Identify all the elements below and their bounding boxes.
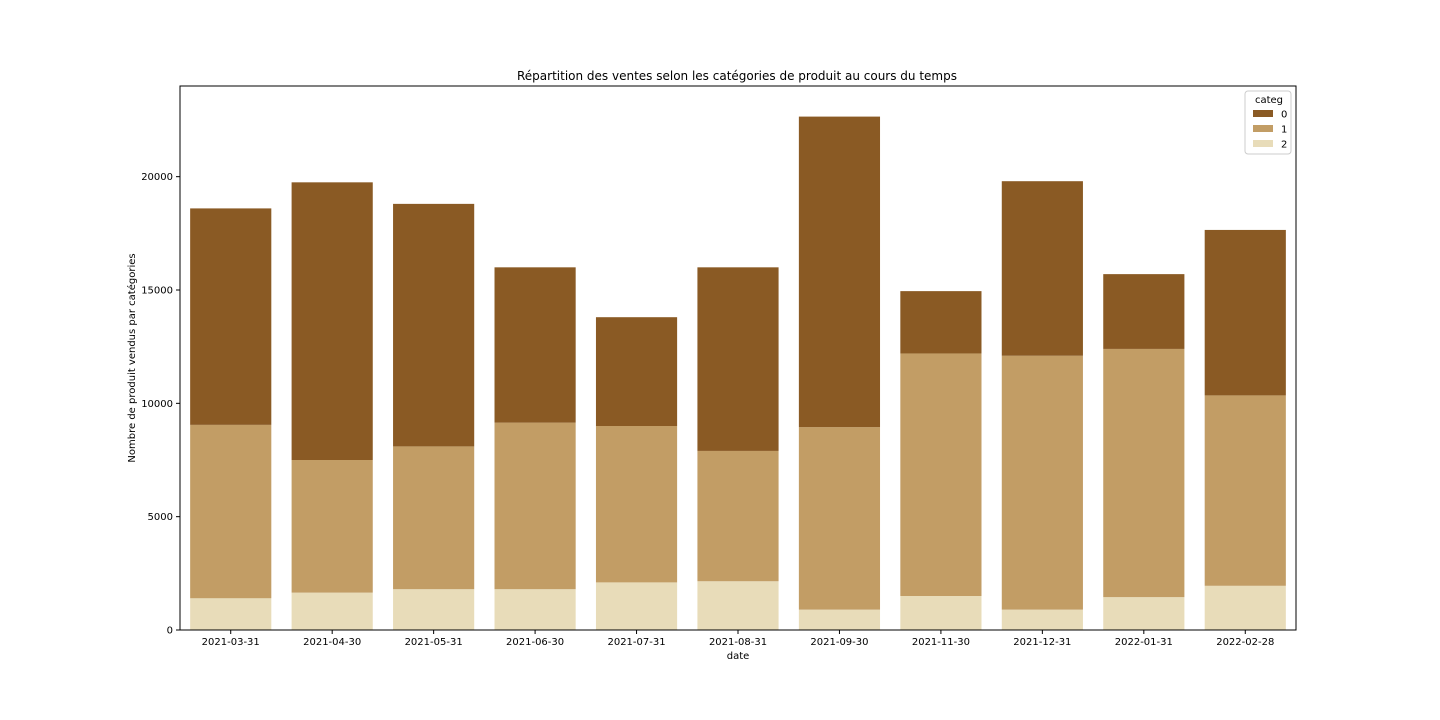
y-tick-label: 15000 <box>141 286 173 297</box>
x-tick-label: 2021-05-31 <box>405 637 463 648</box>
bar-categ-1-2021-08-31 <box>697 450 779 582</box>
legend-box <box>1244 90 1292 155</box>
x-tick-label: 2021-06-30 <box>506 637 564 648</box>
bar-categ-1-2022-01-31 <box>1103 348 1185 598</box>
y-tick-label: 0 <box>167 626 173 637</box>
chart-title: Répartition des ventes selon les catégor… <box>517 69 957 83</box>
x-tick-label: 2021-03-31 <box>202 637 260 648</box>
y-axis: 0 5000 10000 15000 20000 <box>141 172 180 637</box>
bar-categ-2-2021-06-30 <box>494 589 576 630</box>
x-tick-label: 2021-09-30 <box>810 637 868 648</box>
bar-categ-1-2021-03-31 <box>190 424 272 599</box>
legend-swatch-0 <box>1253 110 1273 117</box>
bar-categ-1-2021-04-30 <box>291 460 373 593</box>
bar-categ-2-2022-01-31 <box>1103 597 1185 630</box>
bar-categ-0-2021-08-31 <box>697 267 779 451</box>
x-tick-label: 2021-04-30 <box>303 637 361 648</box>
bar-categ-0-2021-06-30 <box>494 267 576 423</box>
bar-categ-0-2021-12-31 <box>1001 181 1083 356</box>
x-tick-label: 2021-11-30 <box>912 637 970 648</box>
bar-categ-2-2022-02-28 <box>1204 585 1286 630</box>
legend: categ 0 1 2 <box>1244 90 1292 155</box>
bars-group <box>190 116 1286 630</box>
legend-swatch-1 <box>1253 125 1273 132</box>
bar-categ-1-2022-02-28 <box>1204 395 1286 586</box>
x-tick-label: 2021-12-31 <box>1013 637 1071 648</box>
bar-categ-0-2022-01-31 <box>1103 274 1185 349</box>
bar-categ-2-2021-04-30 <box>291 592 373 630</box>
legend-swatch-2 <box>1253 140 1273 147</box>
bar-categ-0-2021-05-31 <box>393 203 475 447</box>
x-tick-label: 2022-02-28 <box>1216 637 1274 648</box>
x-tick-label: 2022-01-31 <box>1115 637 1173 648</box>
bar-categ-2-2021-08-31 <box>697 581 779 630</box>
y-tick-label: 10000 <box>141 399 173 410</box>
x-axis: 2021-03-31 2021-04-30 2021-05-31 2021-06-30… <box>202 630 1274 648</box>
bar-categ-1-2021-11-30 <box>900 353 982 596</box>
bar-categ-2-2021-07-31 <box>595 582 678 630</box>
legend-label-1: 1 <box>1281 125 1287 136</box>
legend-title: categ <box>1255 95 1283 106</box>
bar-categ-1-2021-09-30 <box>798 427 881 610</box>
y-axis-label: Nombre de produit vendus par catégories <box>126 253 138 462</box>
bar-categ-2-2021-03-31 <box>190 598 272 630</box>
bar-categ-1-2021-06-30 <box>494 422 576 590</box>
legend-label-2: 2 <box>1281 140 1287 151</box>
bar-categ-1-2021-07-31 <box>595 426 678 583</box>
bar-categ-0-2022-02-28 <box>1204 229 1286 396</box>
y-tick-label: 20000 <box>141 172 173 183</box>
x-tick-label: 2021-07-31 <box>607 637 665 648</box>
x-tick-label: 2021-08-31 <box>709 637 767 648</box>
bar-categ-0-2021-03-31 <box>190 208 272 425</box>
y-tick-label: 5000 <box>148 512 173 523</box>
bar-categ-2-2021-05-31 <box>393 589 475 630</box>
legend-label-0: 0 <box>1281 110 1287 121</box>
bar-categ-0-2021-09-30 <box>798 116 881 428</box>
bar-categ-1-2021-05-31 <box>393 446 475 590</box>
bar-categ-0-2021-04-30 <box>291 182 373 460</box>
bar-categ-1-2021-12-31 <box>1001 355 1083 610</box>
bar-categ-2-2021-11-30 <box>900 596 982 630</box>
bar-categ-0-2021-11-30 <box>900 291 982 354</box>
bar-categ-2-2021-12-31 <box>1001 609 1083 630</box>
x-axis-label: date <box>727 651 750 662</box>
bar-categ-0-2021-07-31 <box>595 317 678 426</box>
bar-categ-2-2021-09-30 <box>798 609 881 630</box>
